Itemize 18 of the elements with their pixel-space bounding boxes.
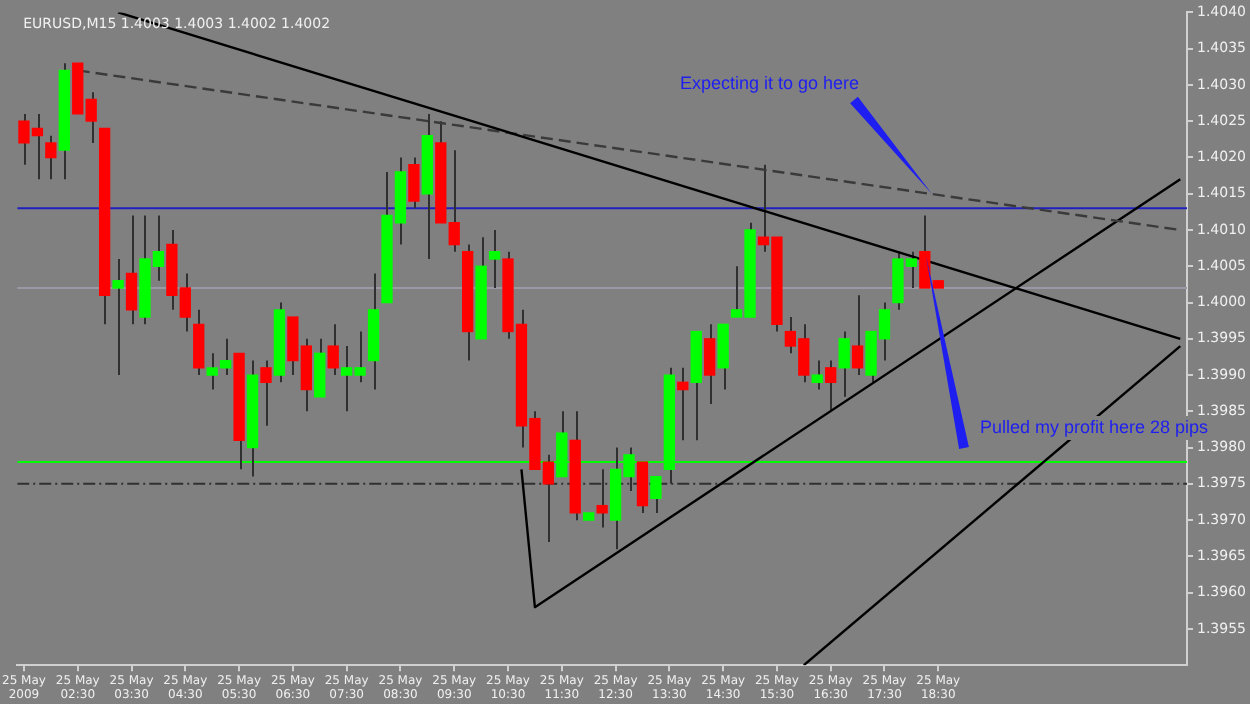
candlestick xyxy=(327,323,339,377)
candlestick xyxy=(851,294,864,377)
candlestick xyxy=(704,323,716,406)
annotation: Expecting it to go here xyxy=(680,72,860,93)
candlestick xyxy=(408,156,420,210)
candlestick xyxy=(260,359,272,427)
candlestick xyxy=(193,308,205,377)
candlestick xyxy=(45,134,57,181)
candlestick xyxy=(314,337,326,398)
candlestick xyxy=(112,258,124,377)
candlestick xyxy=(488,229,501,290)
candlestick xyxy=(811,359,823,391)
annotation: Pulled my profit here 28 pips xyxy=(980,416,1210,437)
candlestick xyxy=(677,366,689,442)
candlestick xyxy=(825,359,837,413)
candlestick xyxy=(125,214,138,326)
candlestick xyxy=(838,330,850,398)
candlestick xyxy=(717,323,729,391)
